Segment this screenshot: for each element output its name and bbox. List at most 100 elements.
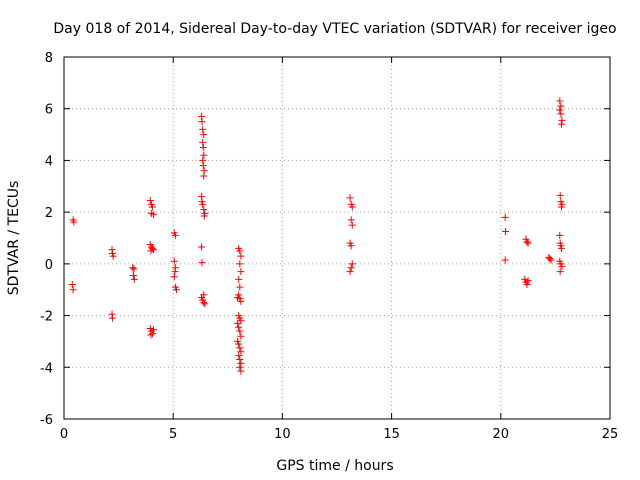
data-point (69, 286, 77, 294)
data-point (556, 191, 564, 199)
data-point (235, 352, 243, 360)
data-point (237, 332, 245, 340)
data-point (236, 327, 244, 335)
data-point (150, 326, 158, 334)
data-point (557, 110, 565, 118)
data-point (234, 319, 242, 327)
y-axis-label: SDTVAR / TECUs (6, 181, 22, 296)
plot-frame (63, 56, 611, 420)
data-point (348, 260, 356, 268)
data-point (235, 323, 243, 331)
data-point (147, 331, 155, 339)
data-point (236, 363, 244, 371)
data-point (199, 200, 207, 208)
data-point (546, 255, 554, 263)
data-point (199, 156, 207, 164)
data-point (200, 206, 208, 214)
data-point (347, 242, 355, 250)
data-point (556, 97, 564, 105)
y-tick-label: 6 (45, 103, 53, 118)
x-tick-label: 5 (169, 427, 177, 442)
data-point (524, 239, 532, 247)
y-tick-label: 0 (45, 258, 53, 273)
data-point (348, 221, 356, 229)
data-point (236, 356, 244, 364)
data-point (501, 213, 509, 221)
data-point (235, 340, 243, 348)
data-point (558, 262, 566, 270)
data-point (199, 125, 207, 133)
data-point (237, 297, 245, 305)
data-point (558, 244, 566, 252)
grid-lines (64, 57, 610, 419)
x-tick-label: 10 (274, 427, 291, 442)
x-axis-label: GPS time / hours (276, 458, 393, 474)
y-tick-label: 8 (45, 51, 53, 66)
data-point (70, 218, 78, 226)
data-point (236, 283, 244, 291)
data-point (236, 344, 244, 352)
y-tick-label: 2 (45, 206, 53, 221)
y-tick-label: 4 (45, 154, 53, 169)
data-point (556, 106, 564, 114)
x-tick-label: 15 (383, 427, 400, 442)
data-point (523, 281, 531, 289)
x-tick-label: 25 (602, 427, 619, 442)
data-point (108, 314, 116, 322)
data-point (237, 268, 245, 276)
data-point (148, 330, 156, 338)
data-point (68, 281, 76, 289)
data-point (200, 131, 208, 139)
data-point (129, 264, 137, 272)
data-point (198, 243, 206, 251)
data-point (502, 228, 510, 236)
data-point (556, 231, 564, 239)
data-point (200, 212, 208, 220)
data-point (130, 275, 138, 283)
data-point (346, 268, 354, 276)
y-tick-label: -4 (40, 361, 53, 376)
chart-title: Day 018 of 2014, Sidereal Day-to-day VTE… (53, 21, 616, 37)
data-point (129, 271, 137, 279)
data-point (171, 231, 179, 239)
data-point (147, 247, 155, 255)
data-point (200, 172, 208, 180)
data-point (547, 256, 555, 264)
data-point (237, 348, 245, 356)
data-point (199, 144, 207, 151)
data-point (198, 118, 206, 126)
data-point (501, 256, 509, 264)
data-point (347, 264, 355, 272)
data-point (170, 273, 178, 281)
data-point (236, 247, 244, 255)
data-point (146, 197, 154, 205)
data-point (558, 203, 566, 211)
data-point (237, 252, 245, 260)
data-point (558, 120, 566, 128)
data-point (199, 162, 207, 170)
data-point (348, 203, 356, 211)
y-tick-label: -2 (40, 310, 53, 325)
data-point (524, 277, 532, 285)
data-point (199, 138, 207, 146)
data-point (150, 211, 158, 219)
data-point (148, 203, 156, 211)
data-point (130, 265, 138, 273)
data-point (347, 216, 355, 224)
data-points (68, 97, 566, 375)
axis-ticks: 0 5 10 15 20 25 -6 -4 -2 0 2 4 6 8 (40, 51, 618, 442)
data-point (200, 291, 208, 299)
data-point (235, 275, 243, 283)
data-point (200, 299, 208, 307)
data-point (170, 257, 178, 265)
data-point (523, 238, 531, 246)
data-point (200, 151, 208, 159)
x-tick-label: 20 (493, 427, 510, 442)
data-point (236, 260, 244, 268)
data-point (237, 367, 245, 375)
y-tick-label: -6 (40, 413, 53, 428)
data-point (234, 293, 242, 301)
data-point (109, 252, 117, 260)
data-point (198, 259, 206, 267)
